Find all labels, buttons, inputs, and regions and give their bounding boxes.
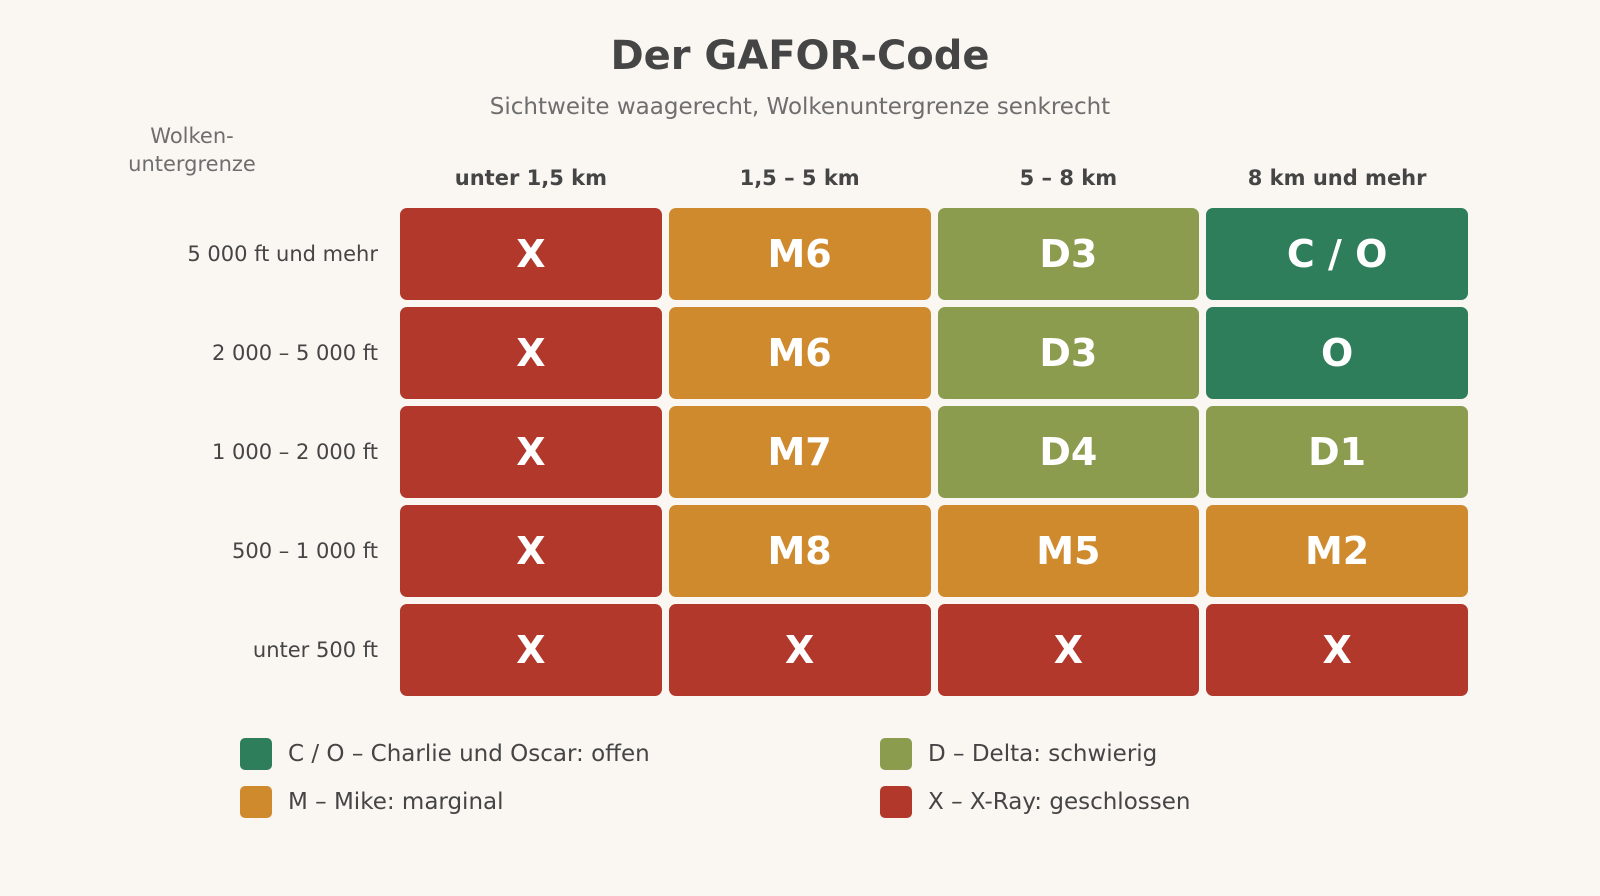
column-header: 8 km und mehr <box>1247 166 1427 190</box>
gafor-cell: X <box>400 208 662 300</box>
legend-item: M – Mike: marginal <box>240 786 880 818</box>
legend: C / O – Charlie und Oscar: offen D – Delt… <box>240 738 1440 818</box>
legend-swatch <box>880 786 912 818</box>
row-label: 2 000 – 5 000 ft <box>211 341 378 365</box>
gafor-cell: X <box>400 505 662 597</box>
legend-label: C / O – Charlie und Oscar: offen <box>288 741 650 767</box>
y-axis-title-line-1: Wolken- <box>150 124 234 148</box>
legend-swatch <box>880 738 912 770</box>
row-label: 500 – 1 000 ft <box>232 539 378 563</box>
legend-swatch <box>240 738 272 770</box>
column-header: unter 1,5 km <box>454 166 607 190</box>
row-label: 5 000 ft und mehr <box>187 242 378 266</box>
y-axis-title: Wolken- untergrenze <box>92 122 292 178</box>
gafor-cell: X <box>1206 604 1468 696</box>
y-axis-title-line-2: untergrenze <box>128 152 256 176</box>
gafor-cell: X <box>668 604 931 696</box>
legend-label: M – Mike: marginal <box>288 789 504 815</box>
gafor-cell: O <box>1206 307 1468 399</box>
legend-swatch <box>240 786 272 818</box>
legend-item: C / O – Charlie und Oscar: offen <box>240 738 880 770</box>
gafor-cell: X <box>400 307 662 399</box>
gafor-cell: M7 <box>668 406 931 498</box>
gafor-cell: M5 <box>937 505 1200 597</box>
row-label: unter 500 ft <box>252 638 378 662</box>
gafor-cell: D3 <box>937 307 1200 399</box>
gafor-cell: D3 <box>937 208 1200 300</box>
code-grid: X M6 D3 C / O X M6 D3 O X M7 D4 D1 X M8 M5 M2 X X X X <box>400 208 1468 696</box>
gafor-cell: D4 <box>937 406 1200 498</box>
gafor-cell: X <box>937 604 1200 696</box>
gafor-cell: X <box>400 604 662 696</box>
gafor-cell: M2 <box>1206 505 1468 597</box>
chart-subtitle: Sichtweite waagerecht, Wolkenuntergrenze… <box>489 94 1111 120</box>
column-header: 1,5 – 5 km <box>739 166 860 190</box>
legend-label: X – X-Ray: geschlossen <box>928 789 1191 815</box>
legend-label: D – Delta: schwierig <box>928 741 1158 767</box>
legend-item: X – X-Ray: geschlossen <box>880 786 1440 818</box>
column-headers: unter 1,5 km 1,5 – 5 km 5 – 8 km 8 km un… <box>400 160 1468 196</box>
row-labels: 5 000 ft und mehr 2 000 – 5 000 ft 1 000 –… <box>100 208 378 703</box>
gafor-cell: M6 <box>668 208 931 300</box>
gafor-cell: M6 <box>668 307 931 399</box>
gafor-cell: D1 <box>1206 406 1468 498</box>
chart-title: Der GAFOR-Code <box>610 33 990 79</box>
gafor-cell: M8 <box>668 505 931 597</box>
legend-item: D – Delta: schwierig <box>880 738 1440 770</box>
column-header: 5 – 8 km <box>1019 166 1118 190</box>
gafor-cell: C / O <box>1206 208 1468 300</box>
gafor-cell: X <box>400 406 662 498</box>
row-label: 1 000 – 2 000 ft <box>211 440 378 464</box>
